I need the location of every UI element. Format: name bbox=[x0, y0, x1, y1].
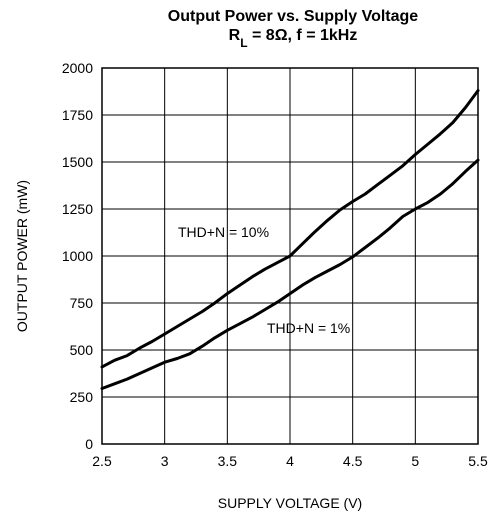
y-tick-label: 1500 bbox=[62, 154, 93, 170]
x-tick-label: 3 bbox=[161, 453, 169, 469]
y-tick-label: 0 bbox=[85, 436, 93, 452]
x-tick-label: 2.5 bbox=[92, 453, 112, 469]
y-tick-label: 1250 bbox=[62, 201, 93, 217]
y-tick-label: 2000 bbox=[62, 60, 93, 76]
x-tick-label: 3.5 bbox=[218, 453, 238, 469]
series-line-thd-1 bbox=[100, 158, 480, 390]
x-axis-label: SUPPLY VOLTAGE (V) bbox=[218, 495, 362, 511]
chart-subtitle: RL = 8Ω, f = 1kHz bbox=[229, 27, 358, 50]
chart-title: Output Power vs. Supply Voltage bbox=[168, 8, 419, 25]
series-label-thd-1: THD+N = 1% bbox=[267, 320, 350, 336]
x-tick-label: 5.5 bbox=[468, 453, 488, 469]
y-tick-label: 500 bbox=[70, 342, 94, 358]
y-tick-label: 1000 bbox=[62, 248, 93, 264]
y-axis-label: OUTPUT POWER (mW) bbox=[14, 180, 30, 332]
plot-frame bbox=[101, 67, 479, 445]
y-tick-label: 1750 bbox=[62, 107, 93, 123]
y-tick-label: 750 bbox=[70, 295, 94, 311]
x-tick-labels: 2.5 3 3.5 4 4.5 5 5.5 bbox=[92, 453, 488, 469]
series-line-thd-10 bbox=[100, 89, 480, 369]
x-tick-label: 4 bbox=[286, 453, 294, 469]
series-lines bbox=[100, 89, 480, 390]
y-tick-labels: 0 250 500 750 1000 1250 1500 1750 2000 bbox=[62, 60, 93, 452]
series-label-thd-10: THD+N = 10% bbox=[178, 224, 269, 240]
x-tick-label: 4.5 bbox=[343, 453, 363, 469]
x-tick-label: 5 bbox=[411, 453, 419, 469]
y-tick-label: 250 bbox=[70, 389, 94, 405]
